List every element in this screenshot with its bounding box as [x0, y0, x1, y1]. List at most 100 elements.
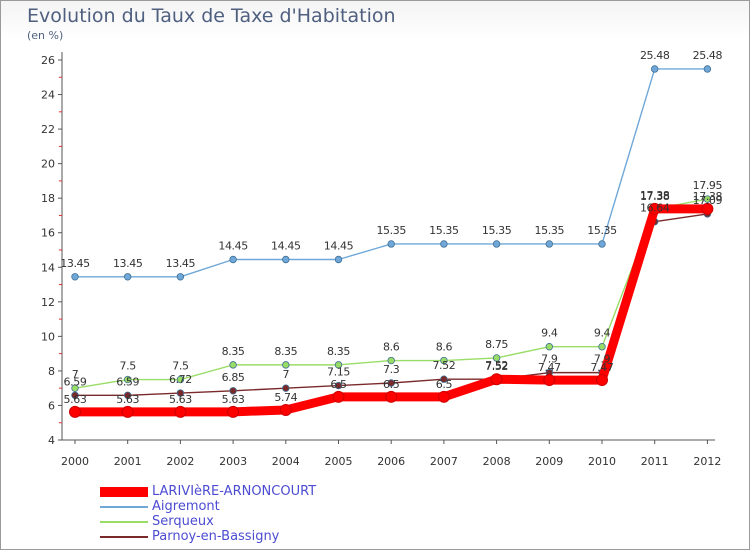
data-point [282, 384, 290, 392]
data-label: 16.64 [640, 202, 670, 215]
data-point [440, 240, 448, 248]
data-label: 6.72 [169, 373, 192, 386]
y-tick-label: 20 [41, 158, 55, 171]
data-point [387, 356, 395, 365]
data-label: 8.6 [383, 341, 400, 354]
data-label: 8.35 [274, 345, 297, 358]
x-tick-label: 2009 [535, 455, 563, 468]
y-tick-label: 26 [41, 54, 55, 67]
data-label: 8.75 [485, 338, 508, 351]
data-point [279, 403, 292, 416]
data-point [71, 391, 79, 399]
data-label: 13.45 [113, 257, 143, 270]
data-point [596, 374, 608, 387]
x-tick-label: 2008 [483, 455, 511, 468]
y-tick-label: 14 [41, 261, 55, 274]
data-point [492, 354, 501, 362]
data-point [387, 379, 395, 387]
legend-swatch [100, 536, 148, 538]
data-point [701, 202, 714, 215]
x-tick-label: 2010 [588, 455, 616, 468]
data-label: 6.85 [222, 371, 245, 384]
x-tick-label: 2004 [272, 455, 300, 468]
x-tick-label: 2001 [114, 455, 142, 468]
data-label: 9.4 [541, 327, 558, 340]
legend-label: Parnoy-en-Bassigny [152, 529, 280, 544]
data-label: 17.95 [693, 179, 723, 192]
x-tick-label: 2007 [430, 455, 458, 468]
data-label: 14.45 [324, 240, 354, 253]
data-label: 15.35 [535, 224, 565, 237]
data-point [385, 390, 398, 403]
data-label: 8.6 [436, 341, 453, 354]
data-point [174, 405, 187, 418]
chart-subtitle: (en %) [27, 29, 64, 42]
x-tick-label: 2003 [219, 455, 247, 468]
data-point [229, 255, 237, 264]
x-tick-label: 2006 [377, 455, 405, 468]
data-label: 17.09 [693, 194, 723, 207]
y-tick-label: 4 [48, 434, 55, 447]
data-label: 5.63 [222, 393, 245, 406]
data-point [437, 390, 450, 403]
data-label: 5.63 [169, 393, 192, 406]
y-tick-label: 12 [41, 296, 55, 309]
y-tick-label: 16 [41, 227, 55, 240]
data-point [598, 240, 606, 248]
legend-label: LARIVIèRE-ARNONCOURT [152, 484, 317, 499]
data-label: 17.38 [640, 190, 670, 203]
data-label: 7.3 [383, 363, 400, 376]
data-point [545, 343, 553, 351]
data-label: 7.5 [120, 360, 137, 373]
data-point [334, 255, 343, 264]
data-point [69, 405, 81, 418]
data-label: 6.5 [383, 378, 400, 391]
x-tick-label: 2012 [693, 455, 721, 468]
data-label: 15.35 [376, 224, 406, 237]
data-point [229, 387, 237, 395]
data-point [651, 65, 659, 73]
chart-title: Evolution du Taux de Taxe d'Habitation [27, 5, 396, 27]
y-tick-label: 8 [48, 365, 55, 378]
data-label: 5.63 [64, 393, 87, 406]
data-label: 6.59 [116, 375, 139, 388]
legend-swatch [100, 521, 148, 523]
x-tick-label: 2002 [166, 455, 194, 468]
y-tick-label: 18 [41, 192, 55, 205]
data-label: 6.59 [64, 375, 87, 388]
data-label: 13.45 [60, 257, 90, 270]
data-label: 7.52 [485, 360, 508, 373]
data-point [545, 240, 553, 248]
data-label: 7.47 [591, 361, 614, 374]
data-label: 8.35 [222, 345, 245, 358]
data-point [648, 202, 661, 215]
data-point [598, 343, 606, 351]
data-point [334, 381, 343, 390]
data-label: 7.52 [485, 359, 508, 372]
data-point [176, 273, 185, 281]
legend-label: Serqueux [152, 514, 214, 529]
data-label: 17.38 [693, 190, 723, 203]
y-tick-label: 24 [41, 89, 55, 102]
data-point [703, 195, 712, 203]
data-label: 7 [282, 368, 289, 381]
data-label: 7 [72, 368, 79, 381]
data-label: 5.63 [116, 393, 139, 406]
data-point [71, 384, 79, 392]
data-label: 7.15 [327, 366, 350, 379]
data-point [123, 375, 132, 384]
y-tick-label: 22 [41, 123, 55, 136]
data-point [334, 361, 343, 369]
data-point [703, 65, 712, 73]
data-point [543, 374, 556, 387]
data-label: 15.35 [429, 224, 459, 237]
legend-label: Aigremont [152, 499, 220, 514]
data-label: 7.52 [432, 359, 455, 372]
y-tick-label: 6 [48, 399, 55, 412]
data-point [227, 405, 240, 418]
data-label: 25.48 [693, 49, 723, 62]
data-label: 9.4 [594, 327, 611, 340]
data-label: 7.9 [594, 353, 611, 366]
data-point [176, 375, 185, 384]
